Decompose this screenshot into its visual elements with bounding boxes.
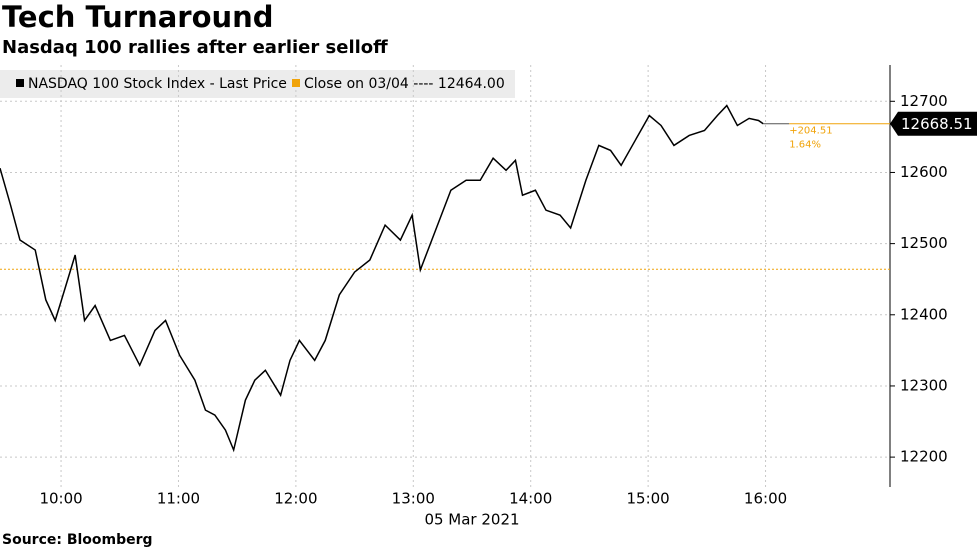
x-tick-label: 14:00: [509, 490, 552, 508]
y-tick-label: 12400: [900, 305, 948, 323]
y-tick-label: 12300: [900, 376, 948, 394]
x-tick-label: 10:00: [39, 490, 82, 508]
x-tick-label: 11:00: [157, 490, 200, 508]
last-price-box: [890, 111, 977, 136]
y-tick-label: 12700: [900, 92, 948, 110]
price-line: [0, 104, 764, 453]
chart-title: Tech Turnaround: [2, 0, 274, 34]
chart-subtitle: Nasdaq 100 rallies after earlier selloff: [2, 37, 388, 58]
x-tick-label: 15:00: [627, 490, 670, 508]
legend-box: [0, 70, 515, 98]
annotation: +204.51: [789, 126, 832, 137]
y-tick-label: 12200: [900, 448, 948, 466]
x-tick-label: 13:00: [392, 490, 435, 508]
y-tick-label: 12600: [900, 163, 948, 181]
legend-label: NASDAQ 100 Stock Index - Last Price: [28, 76, 287, 92]
legend-swatch: [292, 79, 300, 87]
y-tick-label: 12500: [900, 234, 948, 252]
x-tick-label: 12:00: [274, 490, 317, 508]
x-tick-label: 16:00: [744, 490, 787, 508]
last-price-label: 12668.51: [901, 115, 973, 133]
x-axis-label: 05 Mar 2021: [424, 511, 519, 529]
source: Source: Bloomberg: [2, 532, 153, 548]
legend-swatch: [16, 79, 24, 87]
annotation: 1.64%: [789, 140, 821, 151]
legend-label: Close on 03/04 ---- 12464.00: [304, 76, 505, 92]
